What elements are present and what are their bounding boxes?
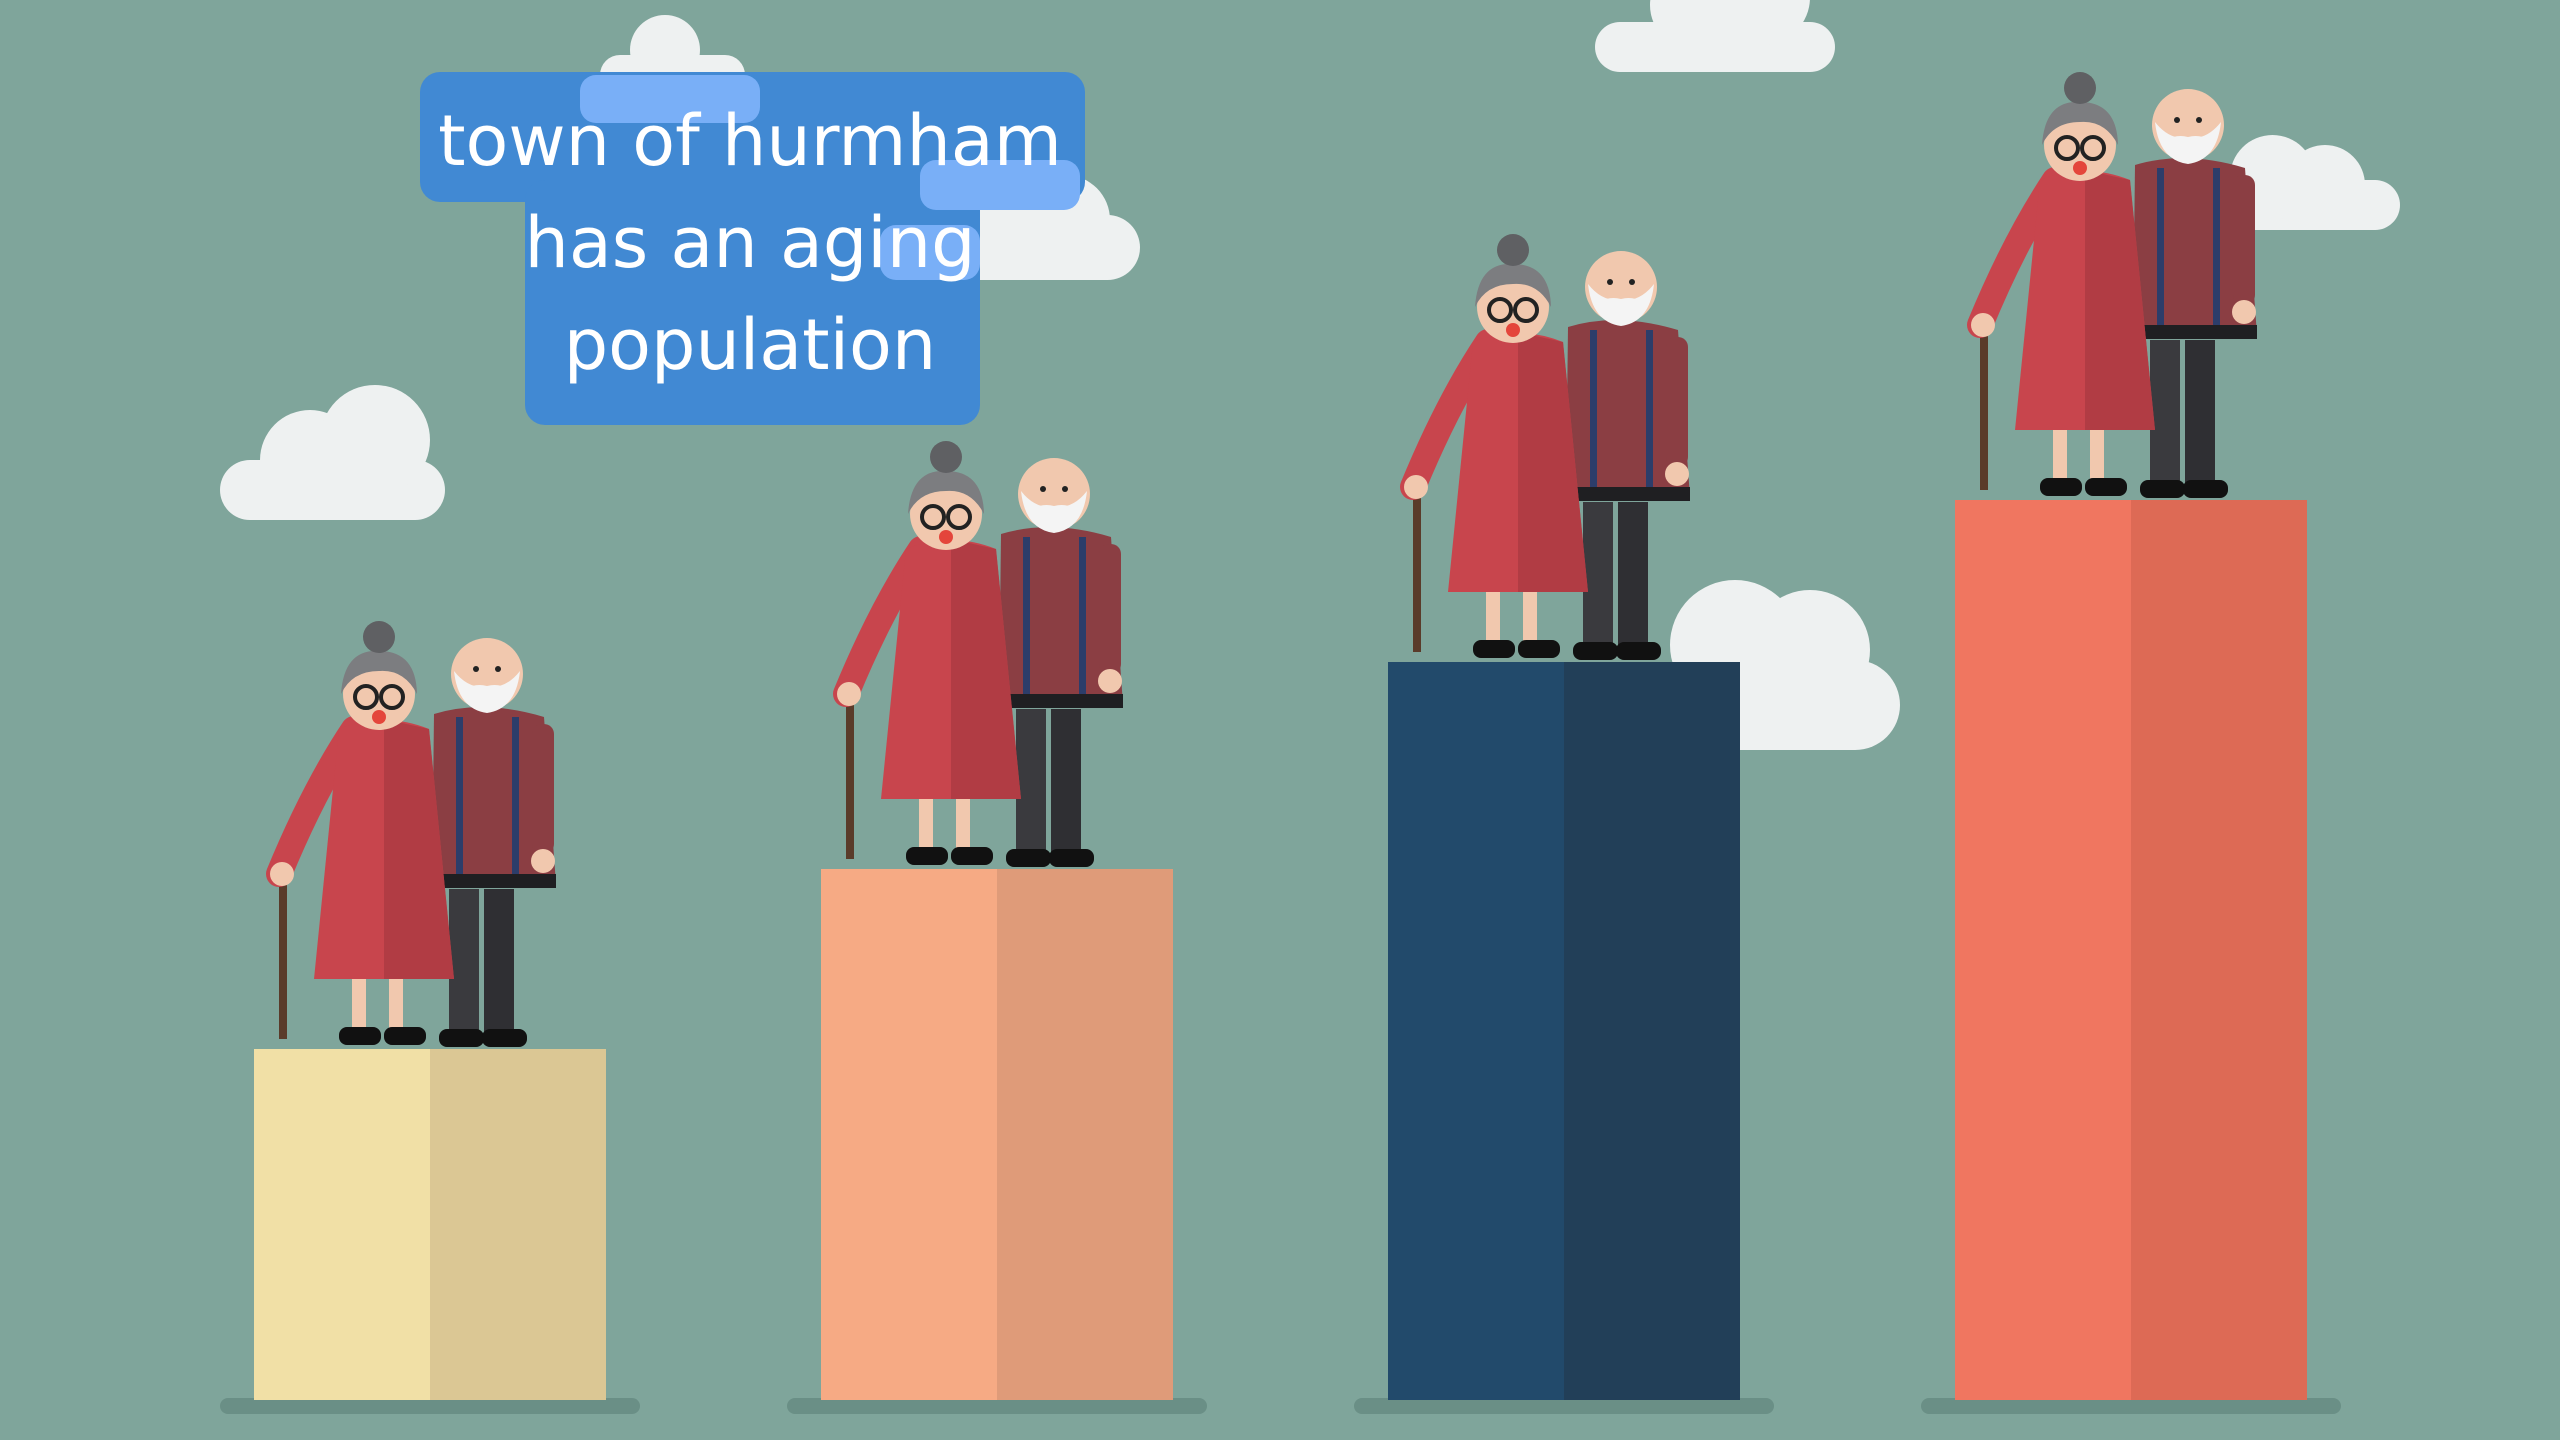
elderly-couple-icon xyxy=(1378,232,1738,672)
bar-front-face xyxy=(1955,500,2131,1400)
elderly-couple-icon xyxy=(244,619,604,1059)
elderly-couple-icon xyxy=(811,439,1171,879)
bar-shadow xyxy=(1921,1398,2341,1414)
caption-background xyxy=(525,180,980,425)
bar-front-face xyxy=(254,1049,430,1400)
old-woman-icon xyxy=(1967,72,2155,496)
bar-3 xyxy=(1388,662,1740,1400)
old-man-icon xyxy=(1566,251,1690,660)
old-woman-icon xyxy=(833,441,1021,865)
caption-line: has an aging xyxy=(524,202,976,284)
bar-1 xyxy=(254,1049,606,1400)
caption-highlight xyxy=(580,75,760,123)
elderly-couple-icon xyxy=(1945,70,2305,510)
caption-line: population xyxy=(563,304,937,386)
bar-side-face xyxy=(997,869,1173,1400)
cloud-icon xyxy=(1595,0,1835,72)
old-woman-icon xyxy=(1400,234,1588,658)
bar-front-face xyxy=(1388,662,1564,1400)
caption-line: town of hurmham xyxy=(438,100,1062,182)
cloud-icon xyxy=(220,385,445,520)
old-woman-icon xyxy=(266,621,454,1045)
bar-side-face xyxy=(430,1049,606,1400)
bar-2 xyxy=(821,869,1173,1400)
bar-front-face xyxy=(821,869,997,1400)
old-man-icon xyxy=(2133,89,2257,498)
bar-side-face xyxy=(2131,500,2307,1400)
bar-shadow xyxy=(1354,1398,1774,1414)
bar-side-face xyxy=(1564,662,1740,1400)
caption: town of hurmham has an aging population xyxy=(420,90,1080,396)
cloud-icon xyxy=(2200,120,2400,230)
bar-4 xyxy=(1955,500,2307,1400)
old-man-icon xyxy=(999,458,1123,867)
old-man-icon xyxy=(432,638,556,1047)
caption-highlight xyxy=(920,160,1080,210)
bar-shadow xyxy=(787,1398,1207,1414)
bar-shadow xyxy=(220,1398,640,1414)
caption-highlight xyxy=(880,225,980,280)
